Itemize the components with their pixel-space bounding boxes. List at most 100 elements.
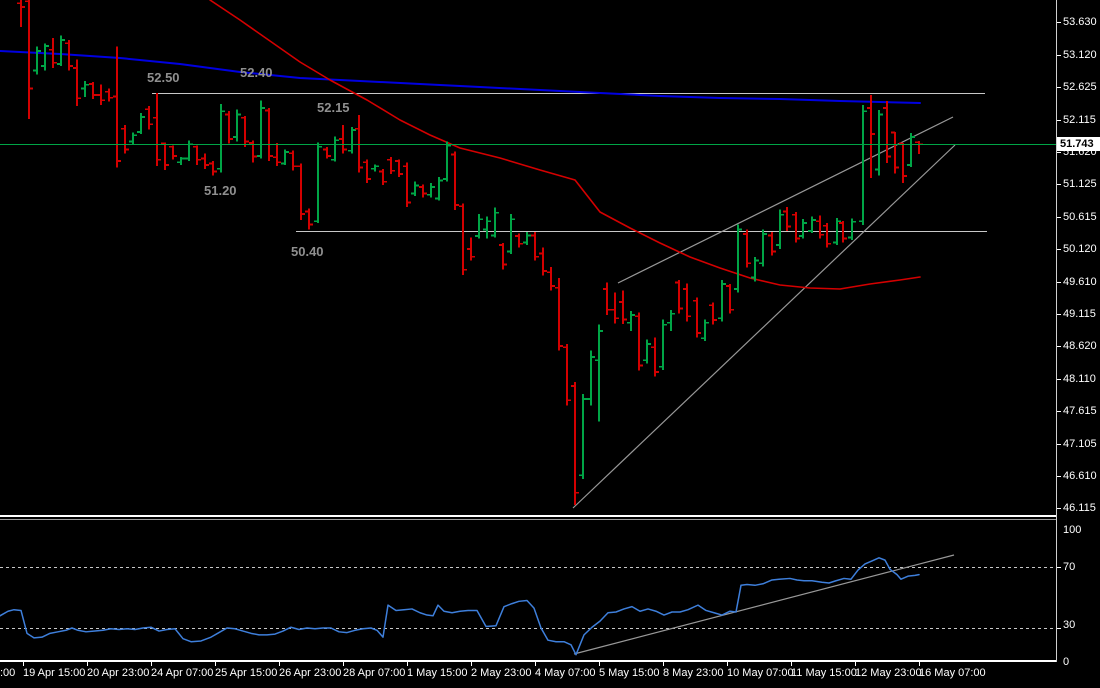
price-axis-label: 53.120 — [1063, 49, 1097, 61]
ohlc-bar — [137, 113, 145, 134]
price-level-annotation: 52.15 — [317, 100, 350, 115]
ohlc-bar — [89, 82, 97, 99]
ohlc-bar — [726, 283, 734, 314]
ohlc-bar — [419, 184, 427, 198]
ohlc-bar — [129, 132, 137, 145]
ohlc-bar — [209, 161, 217, 176]
time-axis-label: 28 Apr 07:00 — [343, 667, 406, 679]
ohlc-bar — [907, 133, 915, 167]
ohlc-bar — [883, 100, 891, 163]
ohlc-bar — [833, 217, 841, 246]
trendline-2 — [617, 116, 954, 284]
price-axis-label: 46.610 — [1063, 470, 1097, 482]
rsi-trendline — [573, 554, 955, 655]
ohlc-bar — [41, 43, 49, 71]
ohlc-bar — [823, 223, 831, 248]
rsi-axis-label: 30 — [1063, 619, 1076, 631]
ohlc-bar — [799, 219, 807, 239]
ohlc-bar — [323, 146, 331, 159]
ohlc-bar — [743, 229, 751, 268]
ohlc-bar — [718, 280, 726, 322]
ohlc-bar — [507, 214, 515, 255]
price-axis-label: 46.115 — [1063, 502, 1096, 514]
time-axis-label: 11 May 15:00 — [791, 667, 857, 679]
time-axis-border — [0, 660, 1057, 662]
ohlc-bar — [515, 233, 523, 248]
ohlc-bar — [233, 109, 241, 142]
price-level-annotation: 52.40 — [240, 65, 273, 80]
ohlc-bar — [683, 283, 691, 322]
ohlc-bar — [153, 93, 161, 167]
ohlc-bar — [265, 108, 273, 162]
rsi-line — [0, 557, 920, 656]
ohlc-bar — [97, 84, 105, 105]
ohlc-bar — [751, 256, 759, 282]
ohlc-bar — [915, 140, 923, 154]
ohlc-bar — [891, 131, 899, 174]
ohlc-bar — [792, 212, 800, 243]
ohlc-bar — [499, 243, 507, 270]
time-axis-label: 4 May 07:00 — [535, 667, 596, 679]
price-axis-label: 48.110 — [1063, 373, 1096, 385]
ohlc-bar — [435, 177, 443, 201]
ohlc-bar — [643, 339, 651, 364]
ohlc-bar — [411, 181, 419, 196]
ohlc-bar — [659, 319, 667, 370]
ohlc-bar — [783, 206, 791, 231]
ohlc-bar — [734, 224, 742, 293]
ohlc-bar — [257, 100, 265, 159]
time-axis-label: 12 May 23:00 — [855, 667, 922, 679]
ohlc-bar — [483, 216, 491, 239]
ohlc-bar — [759, 229, 767, 267]
ohlc-bar — [579, 393, 587, 480]
ohlc-bar — [651, 337, 659, 377]
panel-divider-line — [0, 515, 1057, 517]
ohlc-bar — [595, 324, 603, 422]
ohlc-bar — [305, 208, 313, 230]
current-price-tag: 51.743 — [1057, 137, 1100, 151]
ohlc-bar — [859, 104, 867, 226]
time-axis-label: 25 Apr 15:00 — [215, 667, 278, 679]
ohlc-bar — [491, 207, 499, 238]
ohlc-bar — [693, 297, 701, 338]
ohlc-bar — [459, 203, 467, 275]
ohlc-bar — [57, 35, 65, 66]
ohlc-bar — [563, 344, 571, 406]
ohlc-bar — [225, 111, 233, 144]
time-axis-label: 10 May 07:00 — [727, 667, 794, 679]
ohlc-bar — [467, 237, 475, 261]
ohlc-bar — [193, 145, 201, 165]
ohlc-bar — [161, 142, 169, 171]
ohlc-bar — [121, 124, 129, 154]
ohlc-bar — [675, 280, 683, 314]
price-axis-label: 52.115 — [1063, 114, 1096, 126]
ohlc-bar — [177, 157, 185, 165]
ohlc-bar — [427, 183, 435, 198]
price-axis-label: 50.615 — [1063, 211, 1097, 223]
ohlc-bar — [839, 221, 847, 243]
time-axis-label: :00 — [0, 667, 16, 679]
time-axis-label: 24 Apr 07:00 — [151, 667, 214, 679]
ohlc-bar — [81, 80, 89, 98]
ohlc-bar — [105, 88, 113, 102]
time-axis-label: 16 May 07:00 — [919, 667, 986, 679]
ohlc-bar — [587, 350, 595, 406]
ohlc-bar — [555, 278, 563, 351]
price-axis-label: 49.610 — [1063, 276, 1097, 288]
time-axis-label: 5 May 15:00 — [599, 667, 660, 679]
ohlc-bar — [348, 126, 356, 154]
ohlc-bar — [65, 40, 73, 71]
ohlc-bar — [339, 124, 347, 154]
rsi-axis-label: 0 — [1063, 656, 1070, 668]
ohlc-bar — [33, 46, 41, 75]
ohlc-bar — [701, 319, 709, 341]
ohlc-bar — [603, 282, 611, 315]
ohlc-bar — [776, 209, 784, 249]
ohlc-bar — [273, 142, 281, 167]
ohlc-bar — [201, 153, 209, 169]
time-axis-label: 1 May 15:00 — [407, 667, 468, 679]
ohlc-bar — [523, 232, 531, 246]
ohlc-bar — [627, 311, 635, 332]
rsi-axis-label: 100 — [1063, 524, 1082, 536]
